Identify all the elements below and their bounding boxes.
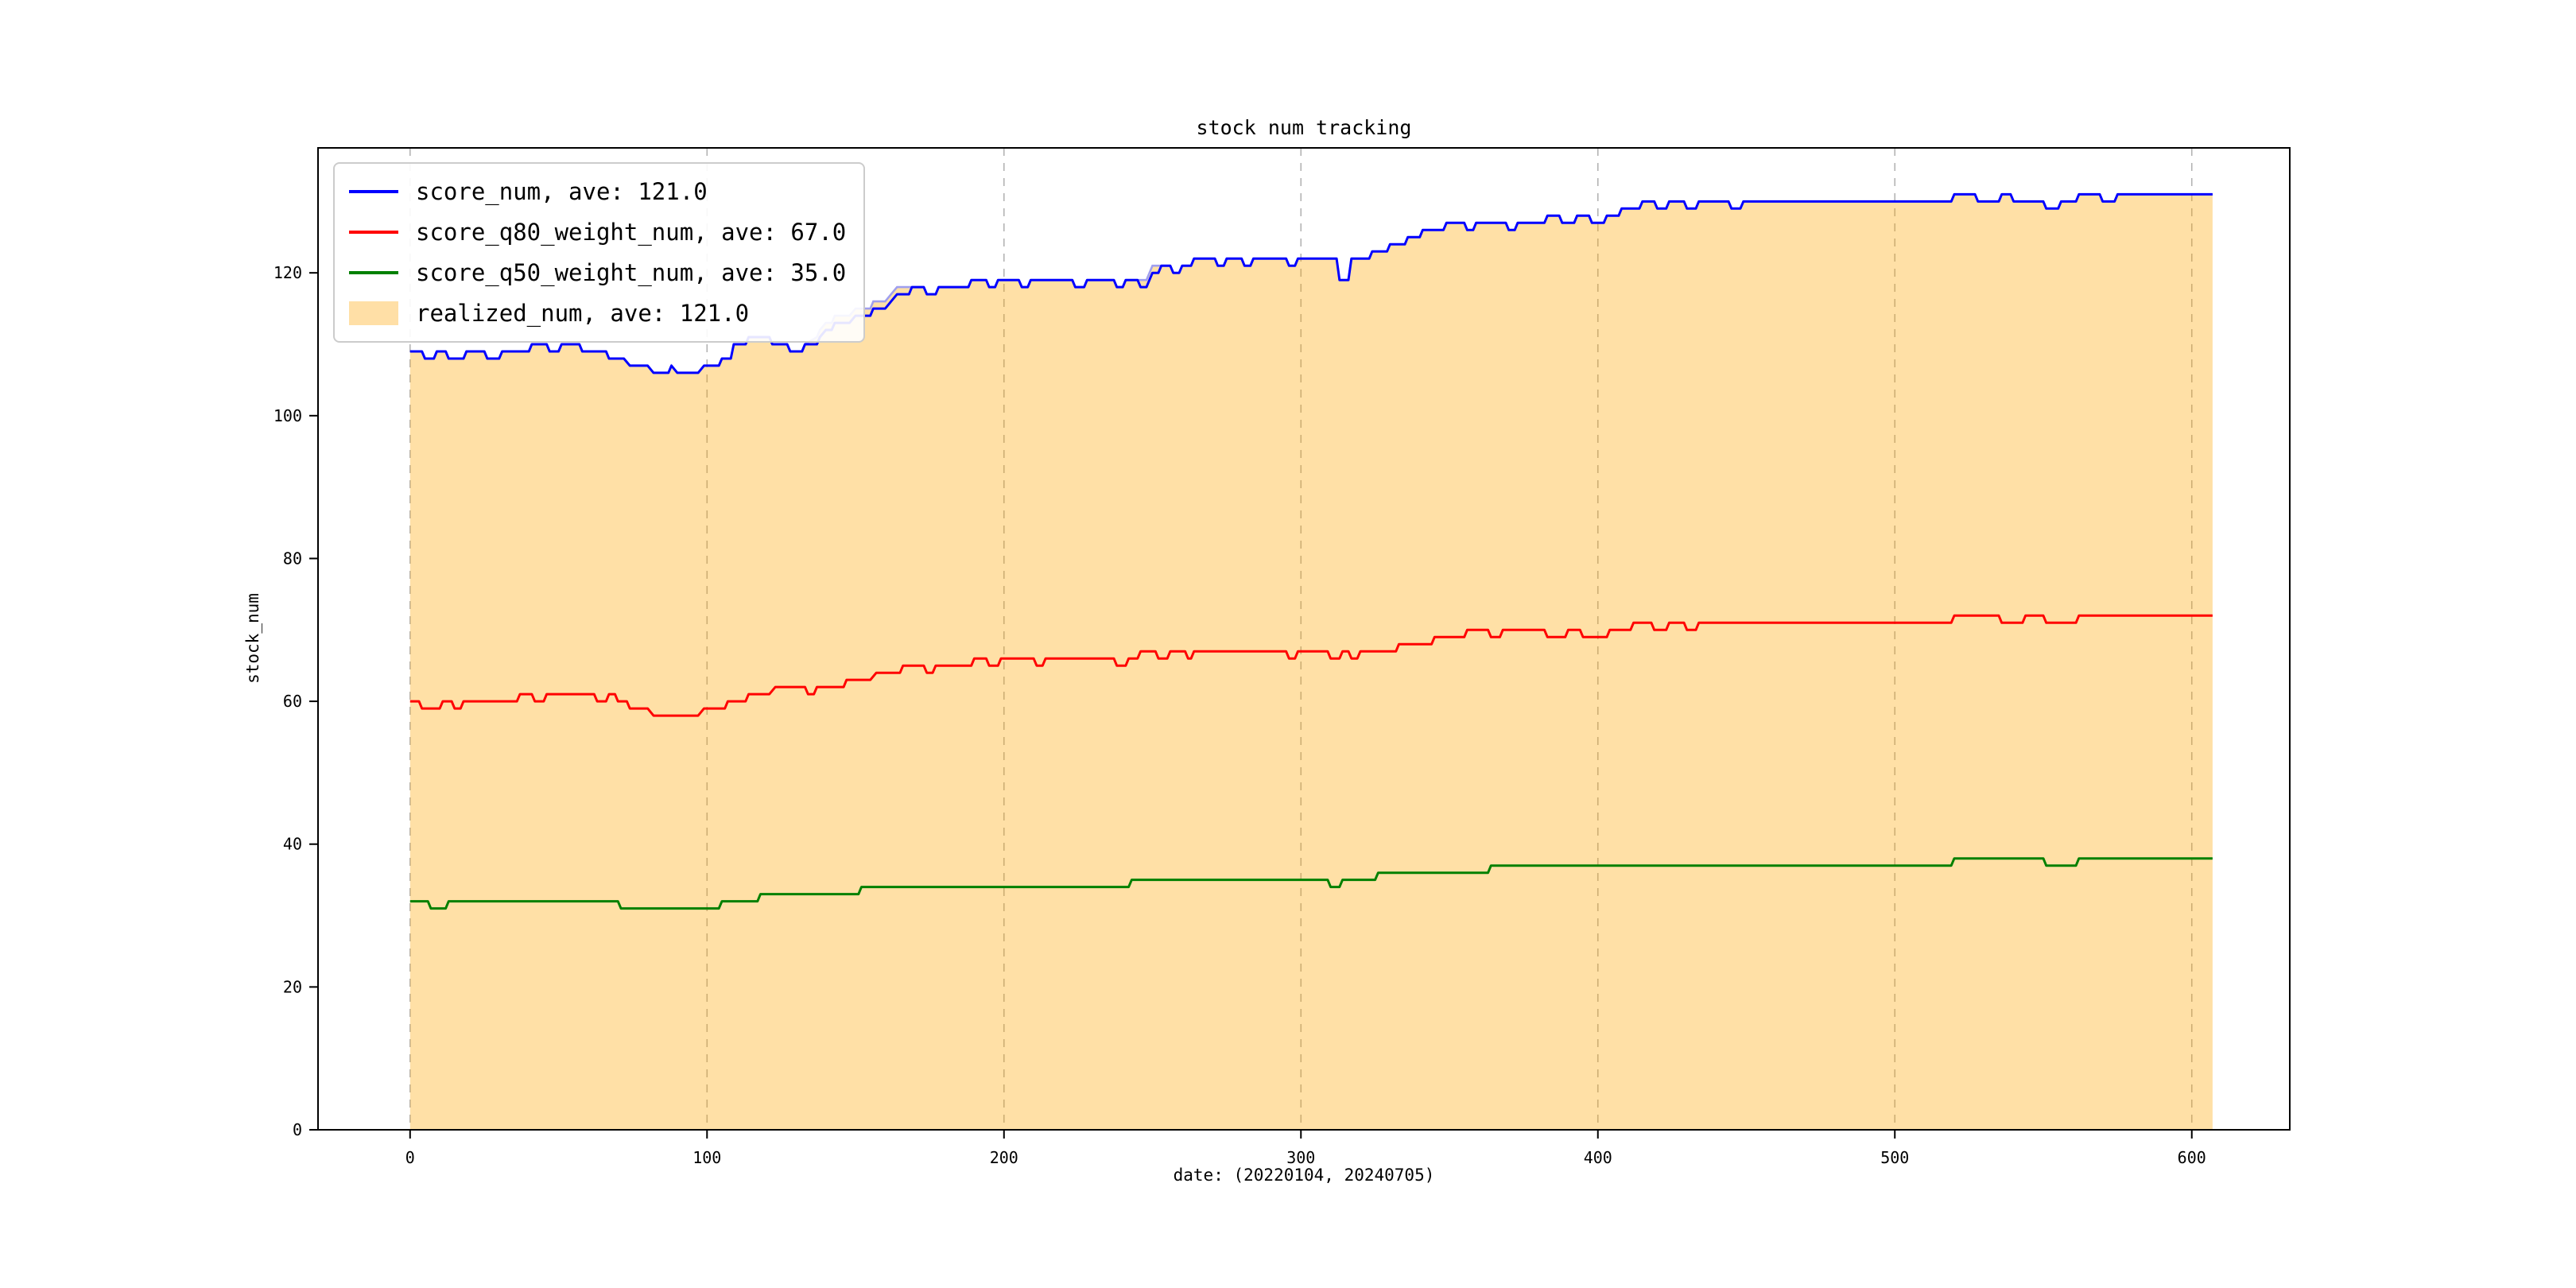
y-tick-label: 60 [283, 692, 302, 711]
x-tick-label: 0 [405, 1148, 415, 1167]
y-tick-label: 0 [293, 1120, 302, 1139]
legend-item-score-q80: score_q80_weight_num, ave: 67.0 [349, 215, 846, 249]
series-line-score_q50_weight_num [409, 857, 2213, 910]
legend-label: score_q50_weight_num, ave: 35.0 [416, 259, 847, 286]
y-tick-label: 40 [283, 835, 302, 854]
plot-border [317, 147, 2291, 1131]
y-tick-label: 80 [283, 549, 302, 568]
legend-item-score-num: score_num, ave: 121.0 [349, 175, 846, 208]
series-line-score_q80_weight_num [409, 614, 2213, 717]
legend-line-swatch [349, 231, 398, 234]
y-tick-label: 20 [283, 977, 302, 996]
x-tick-label: 200 [990, 1148, 1018, 1167]
y-tick-label: 100 [274, 406, 302, 425]
legend-line-swatch [349, 190, 398, 193]
x-tick-label: 600 [2178, 1148, 2206, 1167]
legend-line-swatch [349, 271, 398, 274]
y-axis-label: stock_num [243, 593, 262, 684]
legend-label: score_q80_weight_num, ave: 67.0 [416, 219, 847, 246]
legend: score_num, ave: 121.0 score_q80_weight_n… [333, 162, 866, 343]
x-tick-label: 100 [692, 1148, 721, 1167]
legend-patch-swatch [349, 301, 398, 325]
realized-area [409, 194, 2213, 1130]
x-tick-label: 400 [1584, 1148, 1612, 1167]
x-axis-label: date: (20220104, 20240705) [1173, 1166, 1435, 1185]
y-tick-label: 120 [274, 263, 302, 282]
x-tick-label: 300 [1286, 1148, 1315, 1167]
legend-label: realized_num, ave: 121.0 [416, 300, 750, 327]
legend-item-score-q50: score_q50_weight_num, ave: 35.0 [349, 256, 846, 289]
x-tick-label: 500 [1880, 1148, 1909, 1167]
chart-title: stock num tracking [1196, 116, 1412, 139]
legend-label: score_num, ave: 121.0 [416, 178, 708, 205]
legend-item-realized: realized_num, ave: 121.0 [349, 297, 846, 330]
series-line-score_num [409, 192, 2213, 374]
